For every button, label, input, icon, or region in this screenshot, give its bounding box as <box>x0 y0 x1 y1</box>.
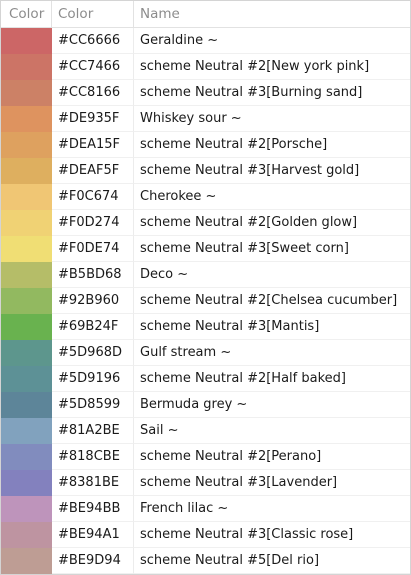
color-swatch <box>1 340 52 366</box>
color-name-cell: scheme Neutral #2[Perano] <box>134 444 410 470</box>
color-name-cell: scheme Neutral #2[Half baked] <box>134 366 410 392</box>
table-row[interactable]: #5D8599 Bermuda grey ~ <box>1 392 410 418</box>
table-row[interactable]: #F0C674 Cherokee ~ <box>1 184 410 210</box>
color-name-cell: Geraldine ~ <box>134 28 410 54</box>
color-hex-cell: #BE94A1 <box>52 522 134 548</box>
color-name-cell: scheme Neutral #3[Harvest gold] <box>134 158 410 184</box>
color-hex-cell: #BE94BB <box>52 496 134 522</box>
color-hex-cell: #DEA15F <box>52 132 134 158</box>
table-header: Color Color Name <box>1 1 410 28</box>
color-name-cell: scheme Neutral #2[Golden glow] <box>134 210 410 236</box>
color-hex-cell: #5D8599 <box>52 392 134 418</box>
color-swatch <box>1 158 52 184</box>
color-name-cell: scheme Neutral #3[Lavender] <box>134 470 410 496</box>
color-swatch <box>1 366 52 392</box>
color-name-cell: French lilac ~ <box>134 496 410 522</box>
table-row[interactable]: #5D9196 scheme Neutral #2[Half baked] <box>1 366 410 392</box>
color-hex-cell: #92B960 <box>52 288 134 314</box>
color-name-cell: Bermuda grey ~ <box>134 392 410 418</box>
color-swatch <box>1 496 52 522</box>
color-name-cell: scheme Neutral #3[Sweet corn] <box>134 236 410 262</box>
color-name-cell: Deco ~ <box>134 262 410 288</box>
color-hex-cell: #DE935F <box>52 106 134 132</box>
table-row[interactable]: #CC6666 Geraldine ~ <box>1 28 410 54</box>
color-hex-cell: #818CBE <box>52 444 134 470</box>
color-swatch <box>1 470 52 496</box>
color-name-cell: Sail ~ <box>134 418 410 444</box>
color-name-cell: scheme Neutral #2[New york pink] <box>134 54 410 80</box>
color-name-cell: scheme Neutral #5[Del rio] <box>134 548 410 574</box>
color-hex-cell: #69B24F <box>52 314 134 340</box>
table-row[interactable]: #DE935F Whiskey sour ~ <box>1 106 410 132</box>
color-hex-cell: #F0D274 <box>52 210 134 236</box>
color-name-cell: Cherokee ~ <box>134 184 410 210</box>
table-row[interactable]: #DEA15F scheme Neutral #2[Porsche] <box>1 132 410 158</box>
color-hex-cell: #F0C674 <box>52 184 134 210</box>
table-row[interactable]: #CC8166 scheme Neutral #3[Burning sand] <box>1 80 410 106</box>
column-header-color-swatch[interactable]: Color <box>1 1 52 27</box>
color-hex-cell: #81A2BE <box>52 418 134 444</box>
table-row[interactable]: #818CBE scheme Neutral #2[Perano] <box>1 444 410 470</box>
color-swatch <box>1 210 52 236</box>
color-hex-cell: #BE9D94 <box>52 548 134 574</box>
color-hex-cell: #F0DE74 <box>52 236 134 262</box>
color-swatch <box>1 444 52 470</box>
table-row[interactable]: #81A2BE Sail ~ <box>1 418 410 444</box>
table-row[interactable]: #BE94A1 scheme Neutral #3[Classic rose] <box>1 522 410 548</box>
color-swatch <box>1 106 52 132</box>
column-header-color-hex[interactable]: Color <box>52 1 134 27</box>
color-name-cell: scheme Neutral #3[Mantis] <box>134 314 410 340</box>
color-hex-cell: #5D968D <box>52 340 134 366</box>
color-swatch <box>1 262 52 288</box>
color-name-cell: scheme Neutral #3[Burning sand] <box>134 80 410 106</box>
color-name-cell: Gulf stream ~ <box>134 340 410 366</box>
color-hex-cell: #CC6666 <box>52 28 134 54</box>
color-swatch <box>1 288 52 314</box>
color-swatch <box>1 418 52 444</box>
table-row[interactable]: #F0D274 scheme Neutral #2[Golden glow] <box>1 210 410 236</box>
table-body: #CC6666 Geraldine ~ #CC7466 scheme Neutral … <box>1 28 410 574</box>
color-swatch <box>1 548 52 574</box>
color-hex-cell: #B5BD68 <box>52 262 134 288</box>
color-swatch <box>1 80 52 106</box>
color-hex-cell: #5D9196 <box>52 366 134 392</box>
color-swatch <box>1 522 52 548</box>
table-row[interactable]: #92B960 scheme Neutral #2[Chelsea cucumbe… <box>1 288 410 314</box>
color-swatch <box>1 392 52 418</box>
table-row[interactable]: #B5BD68 Deco ~ <box>1 262 410 288</box>
color-swatch <box>1 236 52 262</box>
table-row[interactable]: #DEAF5F scheme Neutral #3[Harvest gold] <box>1 158 410 184</box>
color-hex-cell: #CC7466 <box>52 54 134 80</box>
color-name-cell: scheme Neutral #3[Classic rose] <box>134 522 410 548</box>
color-swatch <box>1 54 52 80</box>
table-row[interactable]: #BE9D94 scheme Neutral #5[Del rio] <box>1 548 410 574</box>
color-swatch <box>1 28 52 54</box>
color-name-cell: Whiskey sour ~ <box>134 106 410 132</box>
color-swatch <box>1 314 52 340</box>
color-swatch <box>1 184 52 210</box>
color-swatch <box>1 132 52 158</box>
table-row[interactable]: #8381BE scheme Neutral #3[Lavender] <box>1 470 410 496</box>
color-hex-cell: #DEAF5F <box>52 158 134 184</box>
color-name-cell: scheme Neutral #2[Porsche] <box>134 132 410 158</box>
table-row[interactable]: #CC7466 scheme Neutral #2[New york pink] <box>1 54 410 80</box>
table-row[interactable]: #5D968D Gulf stream ~ <box>1 340 410 366</box>
table-row[interactable]: #F0DE74 scheme Neutral #3[Sweet corn] <box>1 236 410 262</box>
table-row[interactable]: #69B24F scheme Neutral #3[Mantis] <box>1 314 410 340</box>
color-name-cell: scheme Neutral #2[Chelsea cucumber] <box>134 288 410 314</box>
color-hex-cell: #8381BE <box>52 470 134 496</box>
table-row[interactable]: #BE94BB French lilac ~ <box>1 496 410 522</box>
column-header-name[interactable]: Name <box>140 6 180 22</box>
color-hex-cell: #CC8166 <box>52 80 134 106</box>
